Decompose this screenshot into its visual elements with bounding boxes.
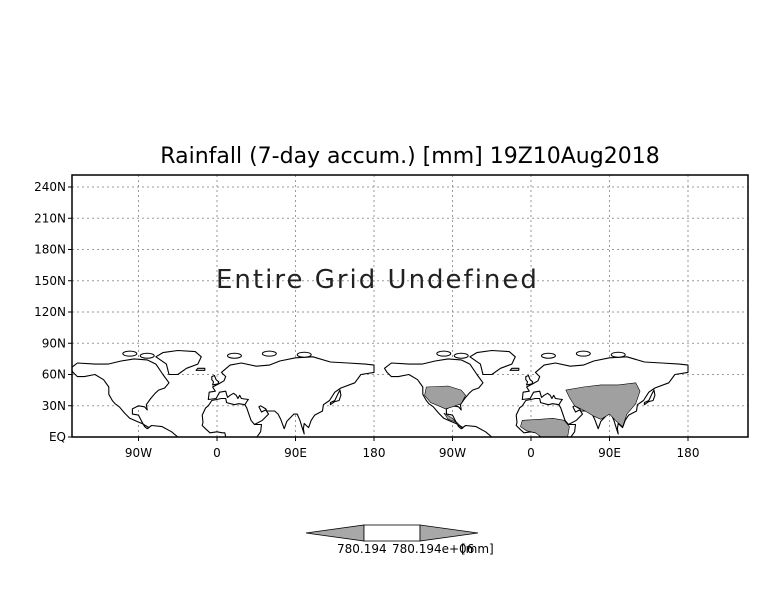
- y-tick-label: 30N: [42, 399, 66, 413]
- rainfall-shaded-region: [424, 385, 466, 410]
- island-outline: [261, 350, 277, 357]
- continent-outline: [72, 358, 170, 430]
- continent-outline: [201, 415, 227, 437]
- rainfall-shaded-region: [565, 382, 641, 428]
- continent-outline: [469, 349, 516, 376]
- island-outline: [575, 350, 591, 357]
- continent-outline: [254, 423, 263, 437]
- y-tick-label: 90N: [42, 336, 66, 350]
- continent-outline: [146, 424, 179, 437]
- continent-outline: [201, 397, 245, 416]
- y-tick-label: 60N: [42, 368, 66, 382]
- island-outline: [296, 351, 312, 358]
- rainfall-shaded-region: [443, 412, 464, 429]
- grid-lines: [72, 175, 748, 438]
- island-outline: [610, 351, 626, 358]
- colorbar-label-right: [mm]: [461, 542, 494, 556]
- y-tick-label: 180N: [34, 243, 66, 257]
- continent-outline: [155, 349, 202, 376]
- island-outline: [122, 350, 138, 357]
- continent-outline: [525, 374, 534, 386]
- island-outline: [453, 352, 469, 359]
- y-tick-label: 240N: [34, 180, 66, 194]
- colorbar-box: [363, 524, 421, 542]
- continent-outline: [211, 374, 220, 386]
- y-tick-label: 120N: [34, 305, 66, 319]
- continent-outline: [515, 397, 559, 416]
- island-outline: [226, 352, 242, 359]
- continents: [72, 349, 689, 437]
- x-tick-label: 90W: [439, 446, 466, 460]
- colorbar-label-mid: 780.194e+06: [392, 542, 474, 556]
- x-axis-ticks: 90W 0 90E 180 90W 0 90E 180: [125, 437, 700, 460]
- island-outline: [436, 350, 452, 357]
- map-frame: [71, 174, 749, 438]
- y-axis-ticks: 240N 210N 180N 150N 120N 90N 60N 30N EQ: [34, 180, 72, 444]
- x-tick-label: 90E: [284, 446, 307, 460]
- island-outline: [540, 352, 556, 359]
- continent-outline: [460, 424, 493, 437]
- x-tick-label: 180: [363, 446, 386, 460]
- undefined-grid-message: Entire Grid Undefined: [216, 265, 539, 295]
- continent-outline: [195, 367, 206, 371]
- continent-outline: [643, 389, 656, 406]
- x-tick-label: 0: [213, 446, 221, 460]
- x-tick-label: 180: [677, 446, 700, 460]
- continent-outline: [568, 423, 577, 437]
- island-outline: [139, 352, 155, 359]
- y-tick-label: 150N: [34, 274, 66, 288]
- x-tick-label: 0: [527, 446, 535, 460]
- continent-outline: [207, 356, 375, 435]
- colorbar-left-arrow: [305, 524, 365, 542]
- colorbar-right-arrow: [419, 524, 479, 542]
- continent-outline: [329, 389, 342, 406]
- rainfall-shaded-region: [520, 417, 570, 437]
- x-tick-label: 90W: [125, 446, 152, 460]
- y-tick-label: EQ: [49, 430, 66, 444]
- continent-outline: [509, 367, 520, 371]
- map-title: Rainfall (7-day accum.) [mm] 19Z10Aug201…: [160, 144, 659, 169]
- x-tick-label: 90E: [598, 446, 621, 460]
- colorbar-label-left: 780.194: [337, 542, 387, 556]
- colorbar: 780.194 780.194e+06 [mm]: [305, 524, 494, 556]
- y-tick-label: 210N: [34, 211, 66, 225]
